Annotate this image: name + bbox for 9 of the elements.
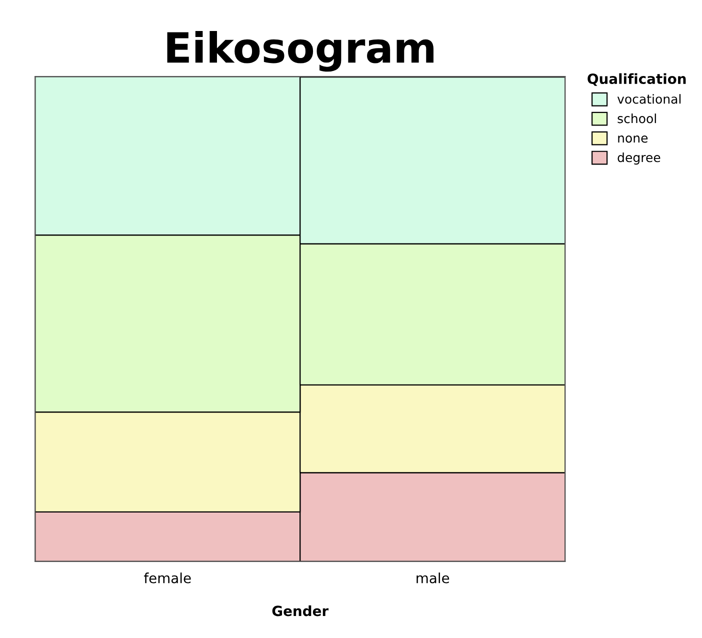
x-tick-label: male bbox=[416, 572, 450, 584]
legend-label: school bbox=[618, 114, 656, 124]
x-axis-title: Gender bbox=[272, 605, 329, 616]
legend-title: Qualification bbox=[588, 73, 686, 86]
legend-label: vocational bbox=[617, 94, 681, 104]
legend-label: degree bbox=[618, 152, 660, 165]
chart-title: Eikosogram bbox=[167, 31, 434, 72]
x-tick-label: female bbox=[144, 572, 191, 584]
legend-label: none bbox=[618, 136, 648, 143]
